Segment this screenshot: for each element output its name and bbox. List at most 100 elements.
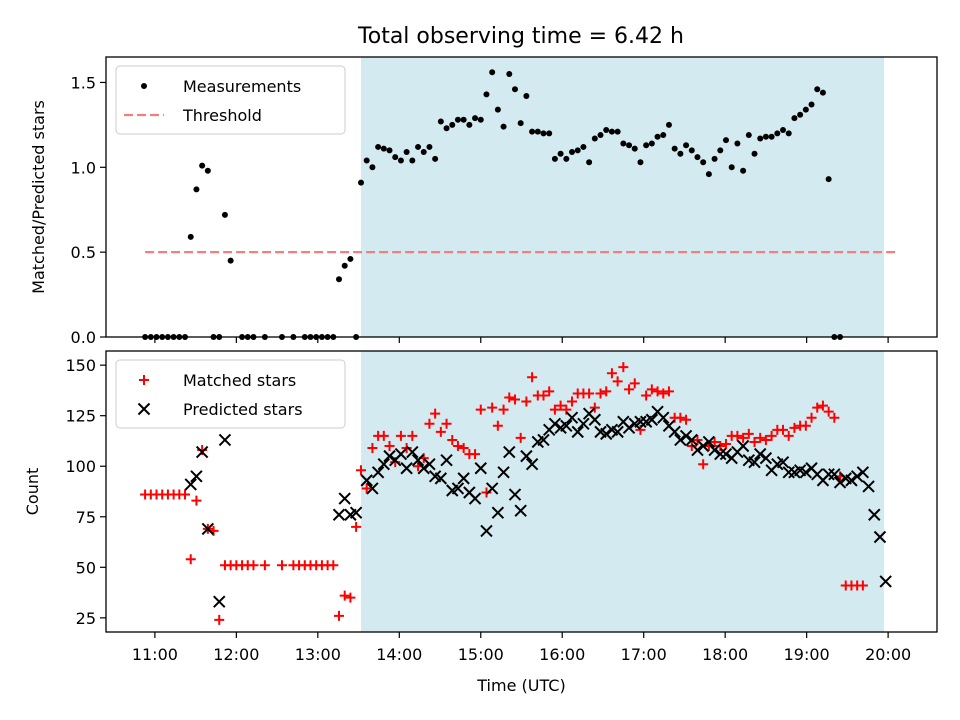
measurement-point (722, 137, 729, 144)
matched-point (509, 394, 520, 405)
measurement-point (386, 147, 393, 154)
y-axis-label: Matched/Predicted stars (29, 100, 48, 294)
x-tick-label: 13:00 (295, 645, 341, 664)
measurement-point (751, 150, 758, 157)
matched-point (681, 414, 692, 425)
measurement-point (614, 128, 621, 135)
matched-point (430, 408, 441, 419)
y-axis-label: Count (23, 468, 42, 516)
matched-point (783, 430, 794, 441)
matched-point (487, 402, 498, 413)
predicted-point (184, 478, 197, 491)
predicted-point (600, 427, 613, 441)
y-tick-label: 50 (76, 558, 96, 577)
measurement-point (757, 135, 764, 142)
legend-marker-matched (139, 375, 149, 385)
matched-point (606, 368, 617, 379)
y-tick-label: 0.0 (71, 328, 96, 347)
predicted-point (491, 506, 505, 519)
predicted-point (696, 439, 710, 453)
predicted-point (383, 449, 396, 463)
measurement-point (227, 257, 234, 264)
matched-point (618, 362, 629, 373)
matched-point (709, 436, 720, 447)
measurement-point (363, 157, 370, 164)
measurement-point (506, 70, 513, 77)
predicted-point (634, 415, 647, 428)
bottom-panel: 25 50 75 100 125 150 11:00 12:00 13:00 14:00 15:00… (23, 350, 938, 695)
matched-point (601, 386, 612, 397)
measurement-point (380, 145, 387, 152)
predicted-point (537, 433, 550, 447)
predicted-point (776, 455, 790, 469)
matched-point (738, 432, 749, 443)
measurement-point (597, 132, 604, 139)
matched-point (435, 426, 446, 437)
matched-point (180, 489, 191, 500)
predicted-point (480, 524, 493, 538)
observing-span (361, 57, 885, 337)
predicted-point (514, 504, 527, 517)
matched-point (498, 404, 509, 415)
x-tick-label: 20:00 (865, 645, 911, 664)
matched-point (492, 420, 503, 431)
x-tick-label: 17:00 (621, 645, 667, 664)
matched-point (401, 443, 412, 454)
measurement-point (586, 159, 593, 166)
matched-point (424, 418, 435, 429)
matched-point (567, 396, 578, 407)
measurement-point (466, 121, 473, 128)
matched-point (555, 400, 566, 411)
matched-point (248, 560, 259, 571)
matched-point (778, 424, 789, 435)
y-tick-label: 0.5 (71, 243, 96, 262)
y-tick-label: 150 (65, 356, 96, 375)
series-matched-stars (140, 362, 868, 625)
predicted-point (366, 482, 379, 495)
matched-point (191, 495, 202, 506)
predicted-point (622, 421, 636, 435)
matched-point (470, 449, 481, 460)
y-tick-label: 1.5 (71, 73, 96, 92)
measurement-point (546, 130, 553, 137)
matched-point (652, 386, 663, 397)
measurement-point (648, 140, 655, 147)
legend-label: Measurements (183, 77, 301, 96)
matched-point (612, 376, 623, 387)
x-axis-label: Time (UTC) (476, 676, 565, 695)
predicted-point (371, 466, 385, 479)
axes-frame (105, 56, 938, 338)
measurement-point (626, 142, 633, 149)
matched-point (857, 580, 868, 591)
matched-point (378, 430, 389, 441)
predicted-point (714, 447, 727, 461)
predicted-point (668, 425, 681, 439)
predicted-point (400, 462, 413, 475)
x-tick-label: 16:00 (539, 645, 585, 664)
predicted-point (468, 492, 482, 505)
matched-point (339, 590, 350, 601)
matched-point (447, 434, 458, 445)
predicted-point (440, 453, 453, 467)
legend-marker-predicted (137, 402, 151, 416)
predicted-point (674, 433, 687, 447)
axes-frame (105, 350, 938, 633)
matched-point (549, 404, 560, 415)
predicted-point (195, 445, 209, 459)
matched-point (732, 430, 743, 441)
matched-point (345, 592, 356, 603)
measurement-point (740, 167, 747, 174)
predicted-point (332, 508, 346, 521)
measurement-point (193, 186, 200, 193)
measurement-point (551, 155, 558, 162)
measurement-point (557, 150, 564, 157)
measurement-point (500, 123, 507, 130)
predicted-point (577, 417, 590, 430)
predicted-point (394, 447, 408, 461)
measurement-point (403, 149, 410, 156)
predicted-point (754, 447, 767, 461)
predicted-point (611, 425, 624, 439)
observing-span (361, 351, 885, 632)
measurement-point (705, 171, 712, 178)
series-predicted-stars (184, 405, 892, 608)
